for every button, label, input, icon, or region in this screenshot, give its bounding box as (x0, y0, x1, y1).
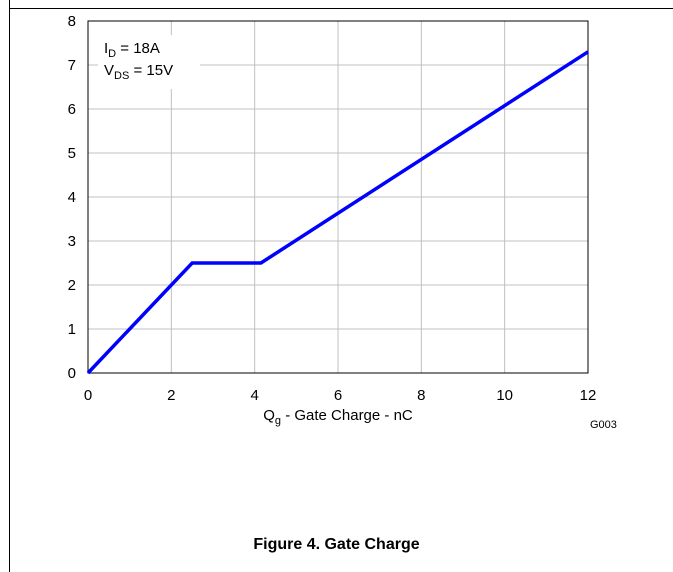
y-tick-label: 6 (68, 101, 76, 118)
y-tick-label: 8 (68, 13, 76, 30)
page-frame-left (9, 0, 10, 572)
y-tick-label: 0 (68, 365, 76, 382)
annotation-id: ID = 18A (104, 40, 160, 60)
x-tick-label: 0 (84, 387, 92, 404)
series-line (86, 50, 589, 375)
plot-area (87, 20, 589, 374)
x-tick-label: 4 (250, 387, 258, 404)
x-tick-label: 12 (580, 387, 597, 404)
annotation-vds: VDS = 15V (104, 62, 173, 82)
x-tick-label: 10 (496, 387, 513, 404)
y-tick-label: 1 (68, 321, 76, 338)
grid (88, 21, 588, 373)
annotation-box (98, 35, 200, 89)
y-tick-label: 3 (68, 233, 76, 250)
x-axis-label: Qg - Gate Charge - nC (263, 407, 413, 427)
figure-caption: Figure 4. Gate Charge (253, 536, 420, 553)
x-tick-label: 8 (417, 387, 425, 404)
page-frame-top (9, 8, 673, 9)
x-tick-label: 6 (334, 387, 342, 404)
x-tick-label: 2 (167, 387, 175, 404)
series (86, 50, 589, 375)
y-tick-label: 5 (68, 145, 76, 162)
figure-code: G003 (590, 419, 617, 431)
y-tick-label: 7 (68, 57, 76, 74)
y-tick-label: 4 (68, 189, 76, 206)
y-tick-label: 2 (68, 277, 76, 294)
